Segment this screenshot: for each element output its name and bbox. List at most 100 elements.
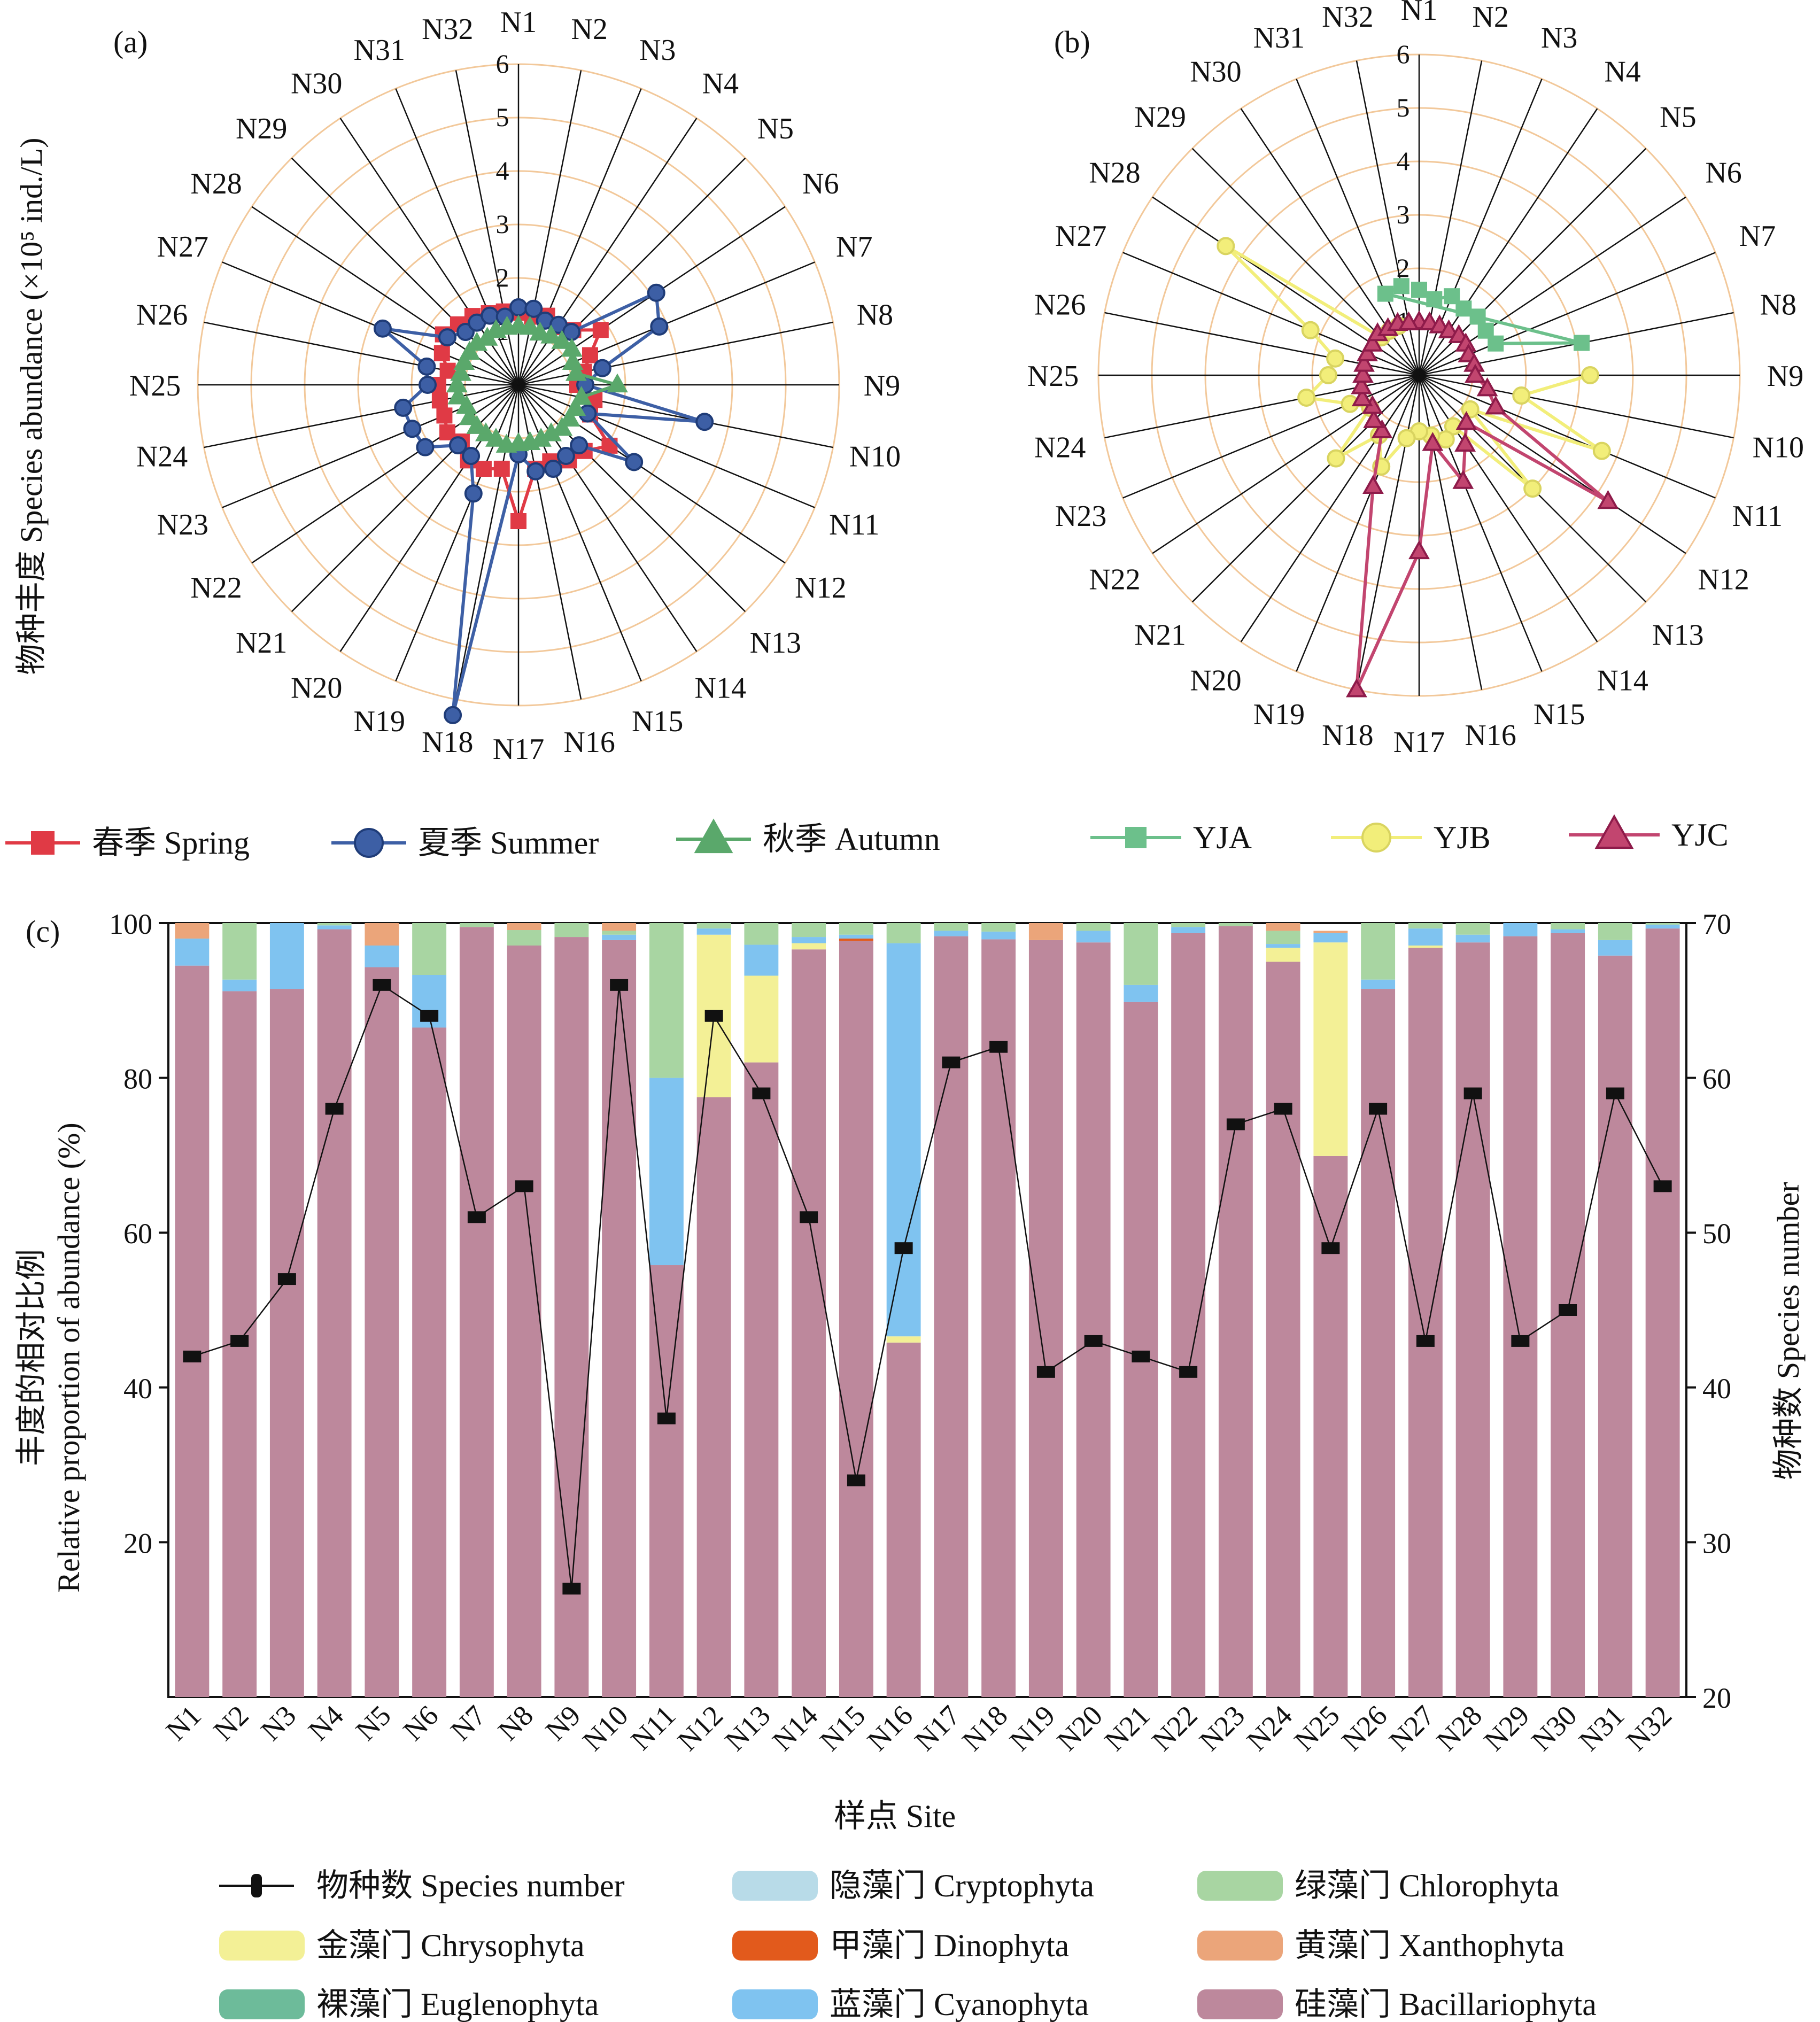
legend-c-item-Cryptophyta: 隐藻门 Cryptophyta bbox=[732, 1868, 1094, 1903]
bar-stack-N24 bbox=[1266, 923, 1300, 1697]
legend-item-autumn: 秋季 Autumn bbox=[676, 818, 940, 857]
radar-point bbox=[1411, 282, 1427, 298]
radar-spoke bbox=[1419, 374, 1734, 439]
species-point bbox=[1084, 1335, 1103, 1347]
bar-segment-Chlorophyta bbox=[507, 930, 541, 946]
radar-spoke bbox=[1191, 375, 1420, 603]
radar-category-label: N25 bbox=[129, 369, 181, 402]
radar-point bbox=[446, 373, 468, 393]
species-point bbox=[657, 1412, 676, 1424]
bar-segment-Chrysophyta bbox=[1408, 945, 1443, 948]
bar-y-axis-label-cn: 丰度的相对比例 bbox=[14, 1249, 49, 1466]
radar-point bbox=[436, 407, 453, 424]
bar-segment-Cyanophyta bbox=[696, 928, 731, 935]
legend-item-yja: YJA bbox=[1090, 820, 1252, 855]
legend-marker bbox=[694, 818, 733, 854]
legend-marker bbox=[1361, 823, 1391, 853]
x-tick-label: N15 bbox=[814, 1699, 871, 1757]
bar-x-axis-label: 样点 Site bbox=[834, 1799, 956, 1834]
radar-category-label: N16 bbox=[1465, 719, 1516, 752]
species-point bbox=[230, 1335, 249, 1347]
panel-b-label: (b) bbox=[1054, 25, 1090, 59]
y2-tick-label: 60 bbox=[1702, 1063, 1731, 1095]
radar-point bbox=[459, 406, 481, 425]
bar-stack-N13 bbox=[744, 923, 779, 1697]
radar-category-label: N24 bbox=[1034, 431, 1086, 464]
species-point bbox=[704, 1010, 723, 1022]
bar-segment-Chrysophyta bbox=[1266, 948, 1300, 962]
bar-segment-Chlorophyta bbox=[1551, 923, 1585, 929]
legend-marker bbox=[251, 1874, 262, 1897]
x-tick-label: N28 bbox=[1430, 1699, 1488, 1757]
bar-segment-Bacillariophyta bbox=[696, 1097, 731, 1697]
legend-c-item-Dinophyta: 甲藻门 Dinophyta bbox=[732, 1928, 1069, 1963]
radar-grid: 123456N1N2N3N4N5N6N7N8N9N10N11N12N13N14N… bbox=[1027, 0, 1804, 759]
radar-category-label: N13 bbox=[1652, 618, 1703, 652]
radar-point bbox=[1436, 430, 1455, 449]
bar-segment-Xanthophyta bbox=[175, 923, 210, 939]
legend-c-item-Euglenophyta: 裸藻门 Euglenophyta bbox=[219, 1987, 599, 2022]
radar-point bbox=[551, 330, 573, 349]
radar-category-label: N26 bbox=[136, 298, 188, 331]
bar-segment-Chlorophyta bbox=[1408, 923, 1443, 929]
bar-segment-Bacillariophyta bbox=[1124, 1002, 1158, 1697]
radar-category-label: N14 bbox=[695, 671, 746, 704]
legend-c-item-Bacillariophyta: 硅藻门 Bacillariophyta bbox=[1197, 1987, 1597, 2022]
species-point bbox=[325, 1103, 344, 1115]
bar-segment-Cyanophyta bbox=[1455, 934, 1490, 943]
radar-point bbox=[1469, 308, 1486, 325]
radar-spoke bbox=[518, 384, 746, 613]
radar-point bbox=[431, 392, 448, 409]
x-tick-label: N29 bbox=[1478, 1699, 1536, 1757]
radar-point bbox=[1422, 432, 1444, 451]
bar-segment-Chlorophyta bbox=[1076, 923, 1111, 931]
radar-point bbox=[1452, 470, 1474, 489]
bar-stack-N4 bbox=[317, 923, 352, 1697]
bar-segment-Chlorophyta bbox=[744, 923, 779, 945]
bar-segment-Bacillariophyta bbox=[507, 945, 541, 1697]
bar-stack-N5 bbox=[365, 923, 399, 1697]
bar-stack-N12 bbox=[696, 923, 731, 1697]
y2-tick-label: 50 bbox=[1702, 1218, 1731, 1250]
radar-tick-label: 4 bbox=[1397, 146, 1410, 176]
radar-category-label: N29 bbox=[236, 112, 287, 145]
radar-point bbox=[1398, 311, 1420, 330]
radar-point bbox=[650, 317, 669, 336]
legend-label: 夏季 Summer bbox=[418, 825, 599, 861]
species-point bbox=[1463, 1087, 1482, 1099]
bar-stack-N23 bbox=[1218, 923, 1253, 1697]
radar-point bbox=[1426, 291, 1443, 307]
legend-c-item-Xanthophyta: 黄藻门 Xanthophyta bbox=[1197, 1928, 1565, 1963]
legend-label: 蓝藻门 Cyanophyta bbox=[830, 1987, 1089, 2022]
bar-stack-N3 bbox=[269, 923, 304, 1697]
radar-point bbox=[1523, 479, 1542, 498]
legend-c-item-Chrysophyta: 金藻门 Chrysophyta bbox=[219, 1928, 585, 1963]
radar-category-label: N3 bbox=[639, 34, 676, 67]
radar-category-label: N2 bbox=[571, 13, 607, 46]
radar-point bbox=[1361, 332, 1383, 352]
bar-stack-N17 bbox=[934, 923, 969, 1697]
species-point bbox=[515, 1180, 533, 1192]
radar-point bbox=[540, 422, 562, 441]
species-point bbox=[1132, 1350, 1150, 1362]
radar-point bbox=[1326, 349, 1345, 368]
bar-segment-Chlorophyta bbox=[459, 923, 494, 927]
radar-category-label: N30 bbox=[291, 67, 342, 100]
bar-segment-Bacillariophyta bbox=[1218, 926, 1253, 1697]
bar-segment-Bacillariophyta bbox=[1503, 936, 1538, 1697]
radar-point bbox=[1393, 278, 1409, 295]
species-point bbox=[752, 1087, 771, 1099]
radar-point bbox=[1346, 678, 1367, 698]
radar-point bbox=[556, 447, 575, 466]
bar-segment-Xanthophyta bbox=[507, 923, 541, 931]
radar-spoke bbox=[204, 384, 519, 448]
radar-point bbox=[530, 428, 552, 447]
legend-swatch bbox=[219, 1931, 305, 1961]
x-tick-label: N8 bbox=[492, 1699, 539, 1747]
radar-category-label: N23 bbox=[157, 508, 208, 541]
species-point bbox=[1274, 1103, 1292, 1115]
radar-category-label: N28 bbox=[190, 167, 242, 200]
radar-series-yjc bbox=[1346, 310, 1619, 698]
radar-legends: 春季 Spring 夏季 Summer 秋季 Autumn YJA YJB YJC bbox=[5, 814, 1729, 861]
radar-category-label: N9 bbox=[1767, 360, 1803, 393]
